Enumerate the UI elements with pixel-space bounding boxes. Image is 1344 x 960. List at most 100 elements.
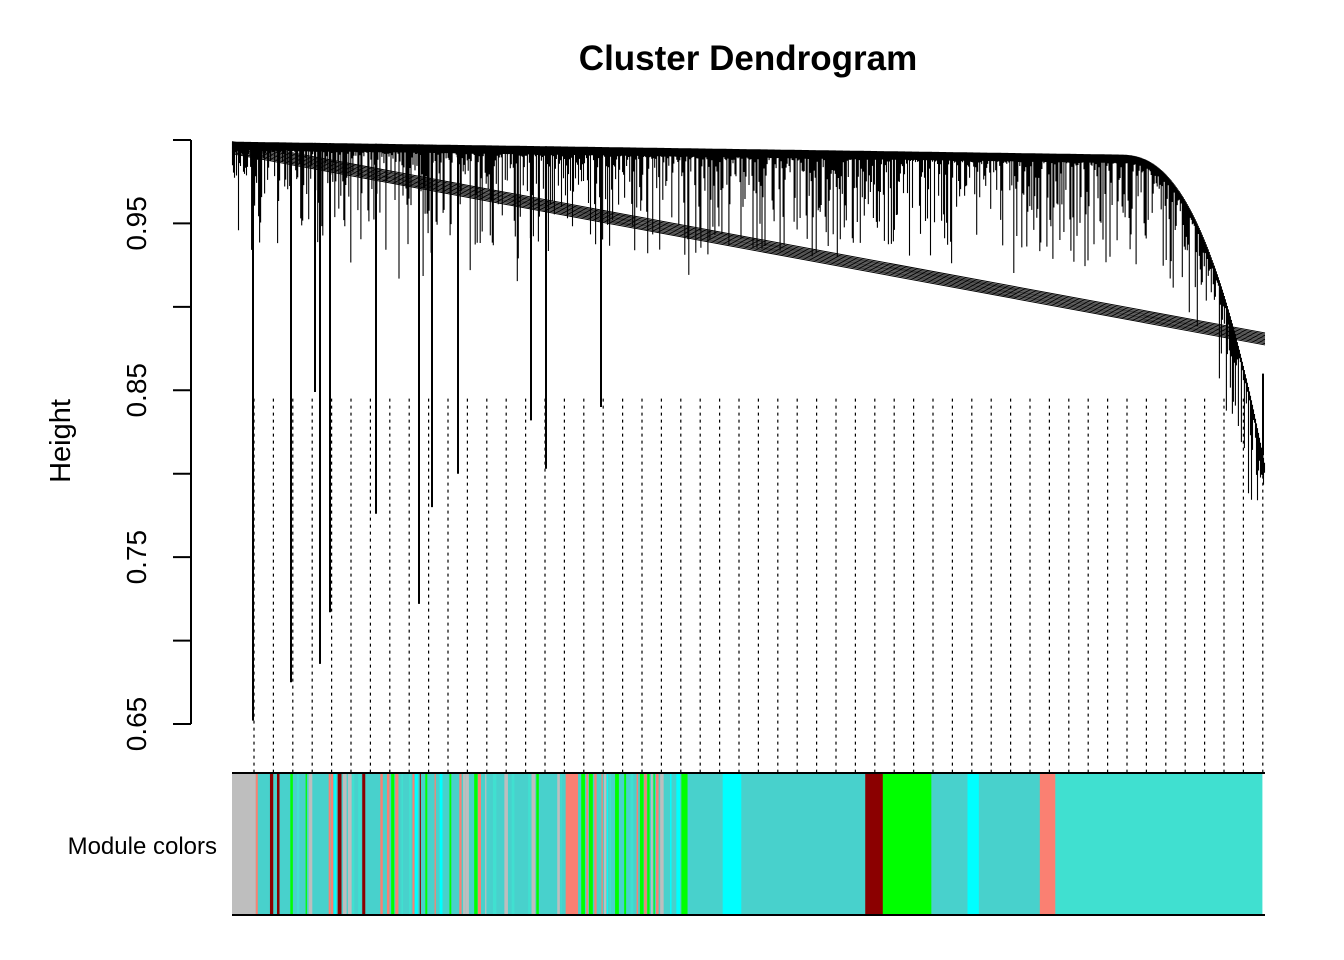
module-color-stripe [474,773,478,915]
module-color-stripe [586,773,589,915]
module-color-stripe [449,773,452,915]
module-color-stripe [670,773,672,915]
merge-line [231,153,1266,346]
module-color-stripe [331,773,334,915]
module-color-stripe [391,773,395,915]
module-color-stripe [305,773,307,915]
merge-line [231,142,1266,335]
module-color-segment [865,773,884,915]
module-color-segment [565,773,579,915]
module-color-stripe [318,773,320,915]
y-tick-label: 0.95 [121,196,152,251]
module-color-stripe [419,773,421,915]
module-color-stripe [281,773,285,915]
module-color-segment [882,773,932,915]
y-tick-label: 0.65 [121,697,152,752]
module-color-stripe [660,773,664,915]
module-color-stripe [560,773,562,915]
module-color-stripe [653,773,655,915]
module-color-stripe [255,773,258,915]
module-color-stripe [611,773,615,915]
module-color-segment [1039,773,1056,915]
module-color-stripe [604,773,607,915]
module-color-stripe [601,773,603,915]
module-color-stripe [518,773,521,915]
module-color-stripe [380,773,383,915]
module-color-stripe [504,773,508,915]
module-color-stripe [408,773,412,915]
merge-line [231,147,1266,341]
module-color-stripe [594,773,597,915]
module-color-segment [578,773,682,915]
module-color-segment [1055,773,1263,915]
module-color-segment [232,773,257,915]
module-color-stripe [463,773,466,915]
module-color-stripe [511,773,515,915]
module-color-segment [978,773,1041,915]
merge-line [231,149,1266,342]
merge-line [231,141,1266,334]
module-color-stripe [557,773,560,915]
module-color-stripe [606,773,608,915]
module-color-segment [741,773,866,915]
module-color-stripe [624,773,627,915]
module-color-stripe [597,773,601,915]
module-color-stripe [358,773,362,915]
module-color-stripe [485,773,487,915]
module-color-stripe [536,773,539,915]
module-color-stripe [439,773,443,915]
module-color-stripe [296,773,300,915]
module-color-stripe [434,773,436,915]
module-color-stripe [386,773,390,915]
module-color-stripe [465,773,469,915]
leaf-branch [231,141,1266,501]
module-color-stripe [308,773,313,915]
module-color-stripe [459,773,462,915]
module-color-stripe [362,773,366,915]
module-colors-bar [232,772,1265,916]
module-color-stripe [650,773,653,915]
merge-line [231,151,1266,345]
module-color-segment [967,773,980,915]
module-color-stripe [334,773,337,915]
module-color-stripe [412,773,415,915]
merge-line [231,145,1266,338]
module-color-stripe [528,773,531,915]
module-color-stripe [493,773,497,915]
module-color-segment [931,773,968,915]
module-color-stripe [477,773,482,915]
module-color-stripe [395,773,399,915]
merge-line [231,146,1266,339]
module-color-stripe [290,773,293,915]
module-color-stripe [481,773,485,915]
module-colors-label: Module colors [68,833,217,860]
module-color-segment [722,773,742,915]
module-color-stripe [609,773,611,915]
module-color-stripe [531,773,536,915]
module-color-stripe [490,773,492,915]
module-color-segment [687,773,724,915]
module-color-stripe [425,773,428,915]
module-color-stripe [269,773,274,915]
merge-line [231,150,1266,343]
module-color-stripe [414,773,418,915]
module-color-stripe [337,773,342,915]
module-color-stripe [581,773,585,915]
dendrogram-branches [231,141,1266,721]
module-color-stripe [342,773,347,915]
module-color-stripe [656,773,659,915]
module-color-stripe [676,773,681,915]
module-color-segment [681,773,689,915]
merge-line [231,143,1266,337]
leaf-guide-lines [253,398,1264,772]
module-color-stripe [630,773,634,915]
module-color-stripe [347,773,352,915]
module-color-stripe [328,773,331,915]
y-axis-label: Height [45,399,77,483]
module-color-stripe [589,773,593,915]
chart-title: Cluster Dendrogram [579,39,917,78]
module-color-stripe [644,773,647,915]
y-tick-label: 0.75 [121,530,152,585]
y-tick-label: 0.85 [121,363,152,418]
